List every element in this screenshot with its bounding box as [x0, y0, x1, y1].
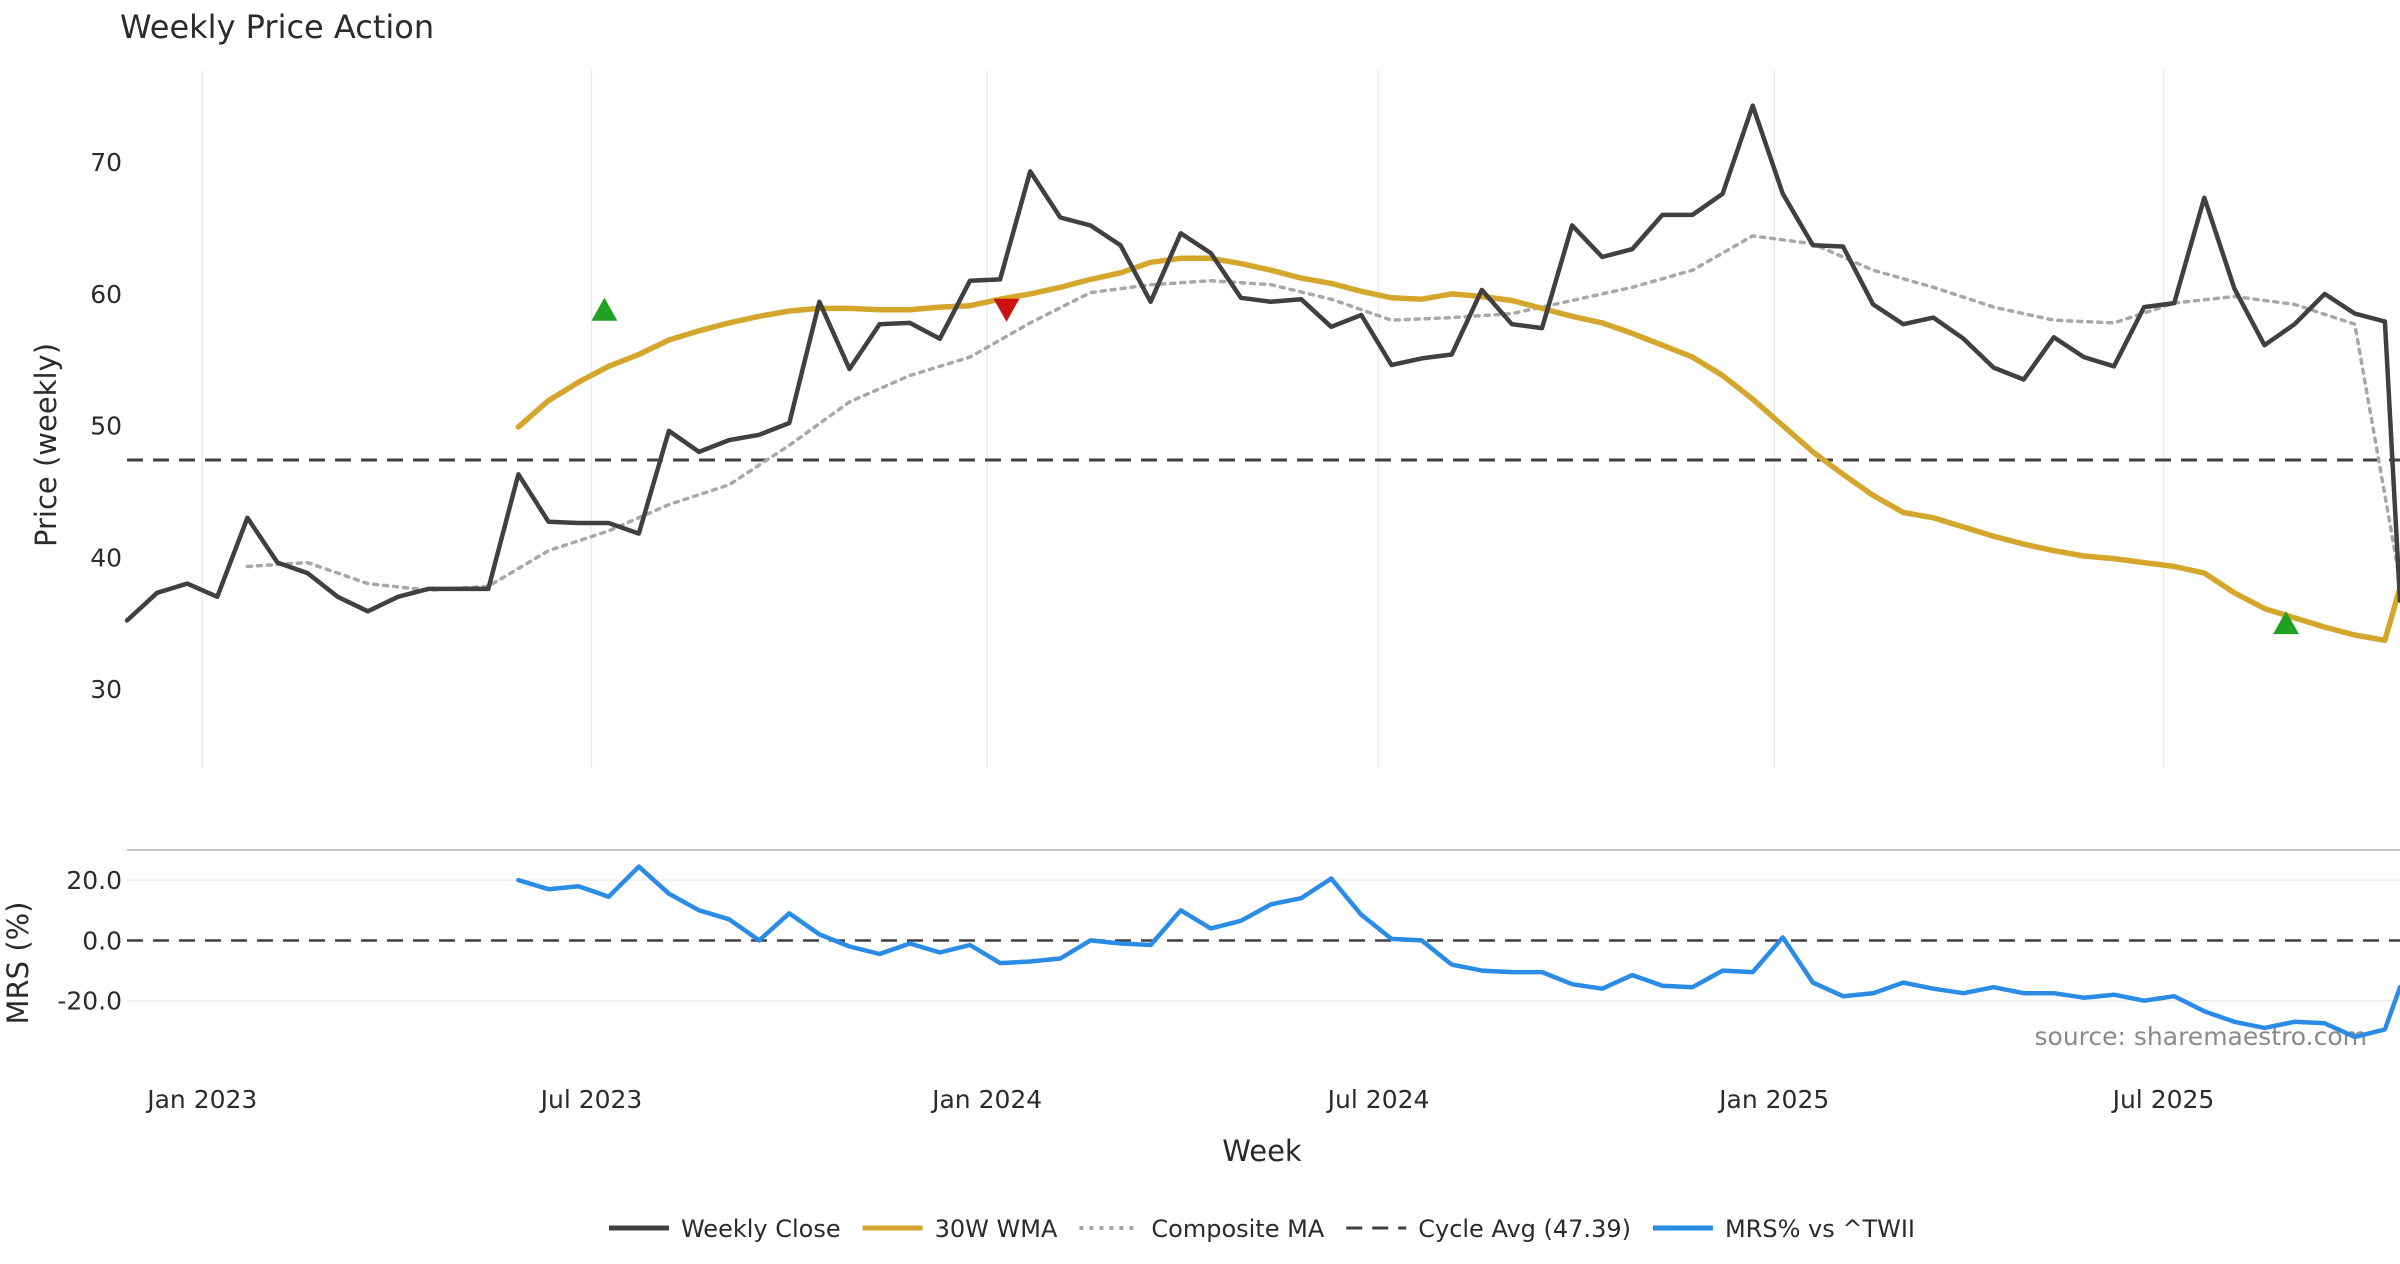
legend-label: Weekly Close [681, 1215, 841, 1243]
mrs-y-tick-label: -20.0 [57, 987, 122, 1016]
wma-30w-line [515, 255, 2400, 644]
legend-label: Composite MA [1151, 1215, 1324, 1243]
legend-label: 30W WMA [935, 1215, 1058, 1243]
legend-label: Cycle Avg (47.39) [1418, 1215, 1631, 1243]
mrs-y-axis-label: MRS (%) [1, 902, 35, 1025]
x-tick-label: Jul 2024 [1326, 1085, 1430, 1114]
price-y-tick-label: 70 [90, 148, 122, 177]
price-y-axis-label: Price (weekly) [29, 343, 63, 547]
source-note: source: sharemaestro.com [2035, 1022, 2368, 1051]
price-y-tick-label: 60 [90, 280, 122, 309]
x-tick-label: Jul 2025 [2111, 1085, 2215, 1114]
x-axis-label: Week [1222, 1134, 1302, 1168]
mrs-y-tick-label: 20.0 [66, 866, 122, 895]
chart-title: Weekly Price Action [120, 8, 434, 46]
sell-signal-marker [993, 298, 1020, 322]
x-tick-label: Jan 2023 [145, 1085, 257, 1114]
x-tick-label: Jan 2025 [1717, 1085, 1829, 1114]
legend-label: MRS% vs ^TWII [1725, 1215, 1915, 1243]
weekly-close-line [124, 103, 2400, 623]
mrs-line [516, 864, 2400, 1040]
buy-signal-marker [591, 297, 618, 321]
buy-signal-marker [2273, 611, 2300, 635]
price-y-tick-label: 40 [90, 543, 122, 572]
price-y-tick-label: 50 [90, 412, 122, 441]
x-tick-label: Jan 2024 [930, 1085, 1042, 1114]
x-tick-label: Jul 2023 [539, 1085, 643, 1114]
mrs-y-tick-label: 0.0 [82, 926, 122, 955]
composite-ma-line [245, 234, 2400, 592]
price-y-tick-label: 30 [90, 675, 122, 704]
legend: Weekly Close 30W WMA Composite MA Cycle Avg… [608, 1215, 1915, 1243]
